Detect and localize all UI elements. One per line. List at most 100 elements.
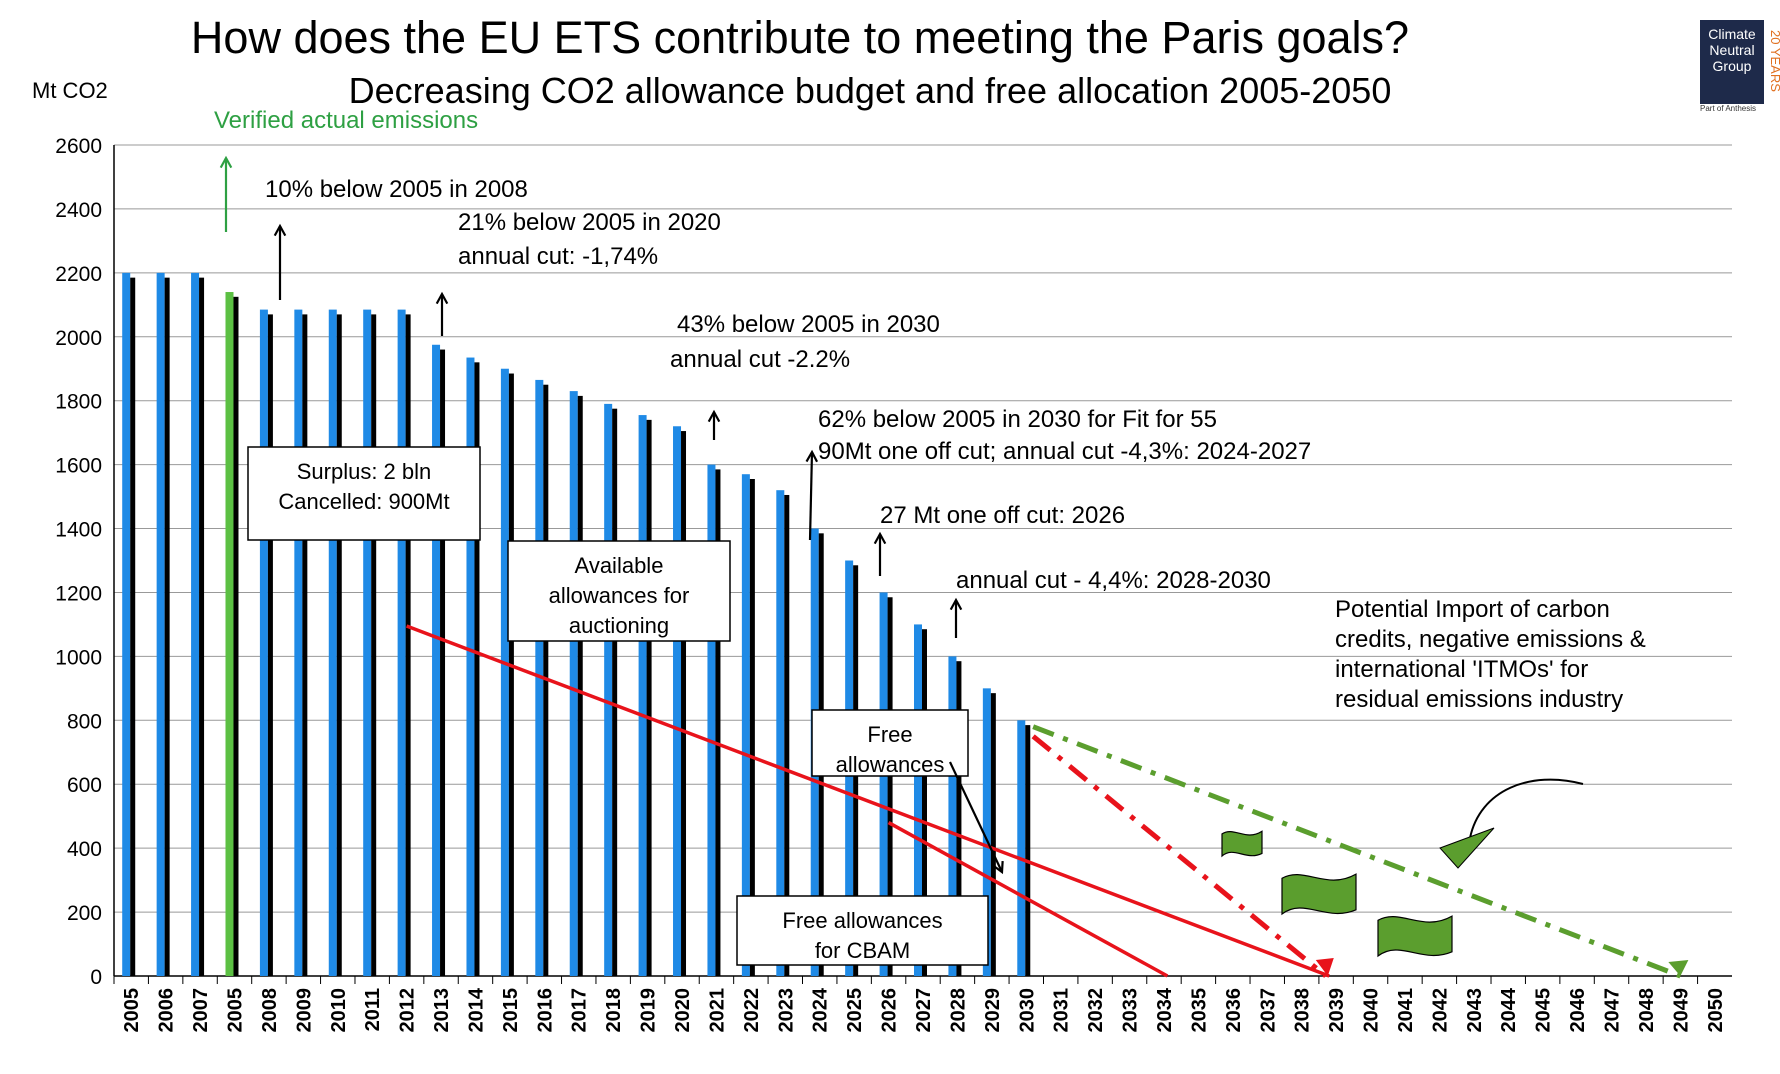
green-flag-medium: [1281, 873, 1357, 916]
bar-emissions: [956, 661, 962, 976]
y-tick-label: 400: [67, 838, 102, 861]
x-tick-label: 2023: [775, 988, 797, 1033]
x-tick-label: 2035: [1188, 988, 1210, 1033]
y-tick-label: 800: [67, 710, 102, 733]
x-tick-label: 2011: [362, 988, 384, 1031]
bar-emissions: [990, 693, 996, 976]
annotation-label: 90Mt one off cut; annual cut -4,3%: 2024…: [818, 438, 1311, 465]
x-tick-label: 2021: [706, 988, 728, 1033]
import-credits-label: residual emissions industry: [1335, 686, 1623, 713]
logo-line: Climate: [1708, 26, 1756, 42]
x-tick-label: 2040: [1361, 988, 1383, 1033]
bar-allowance: [741, 474, 750, 976]
x-tick-label: 2046: [1567, 988, 1589, 1033]
import-credits-label: Potential Import of carbon: [1335, 596, 1610, 623]
bar-emissions: [577, 395, 583, 976]
bar-emissions: [922, 629, 927, 976]
x-tick-label: 2041: [1395, 988, 1417, 1033]
x-tick-label: 2022: [741, 988, 763, 1033]
free-allowances-arrow: [949, 761, 1003, 873]
free-allowances-box-text: Free: [867, 722, 912, 747]
bar-emissions: [199, 277, 205, 976]
x-tick-label: 2017: [569, 988, 591, 1033]
annotation-label: annual cut -2.2%: [670, 346, 850, 373]
arrowhead: [219, 155, 233, 169]
green-flag-small: [1221, 830, 1263, 858]
y-tick-label: 1600: [55, 455, 102, 478]
bar-allowance: [707, 464, 716, 976]
x-tick-label: 2018: [603, 988, 625, 1033]
bar-emissions: [508, 373, 514, 976]
x-tick-label: 2037: [1257, 988, 1279, 1033]
x-tick-label: 2020: [672, 988, 694, 1033]
bar-emissions: [440, 349, 446, 976]
x-tick-label: 2048: [1636, 988, 1658, 1033]
available-allowances-box-text: allowances for: [549, 583, 690, 608]
cbam-box: [736, 895, 989, 966]
x-tick-label: 2044: [1498, 987, 1520, 1032]
bar-allowance: [363, 309, 372, 976]
bar-allowance: [432, 344, 441, 976]
arrowhead: [873, 531, 887, 545]
y-tick-label: 2200: [55, 263, 102, 286]
x-tick-label: 2031: [1051, 988, 1073, 1033]
bar-allowance: [500, 368, 509, 976]
bar-emissions: [1025, 725, 1031, 976]
bar-allowance: [638, 415, 647, 976]
arrowhead: [435, 291, 449, 305]
bar-allowance: [397, 309, 406, 976]
logo-line: Group: [1712, 58, 1752, 74]
available-allowances-box: [507, 540, 731, 642]
x-tick-label: 2034: [1154, 987, 1176, 1032]
y-tick-label: 1000: [55, 646, 102, 669]
bar-allowance: [569, 391, 578, 976]
available-allowances-box-text: auctioning: [569, 613, 669, 638]
bar-emissions: [749, 478, 755, 976]
green-arrowhead: [1668, 960, 1689, 976]
surplus-box-text: Surplus: 2 bln: [297, 459, 432, 484]
bar-allowance: [1017, 720, 1026, 976]
annotation-label: 43% below 2005 in 2030: [677, 311, 940, 338]
annotation-label: 62% below 2005 in 2030 for Fit for 55: [818, 406, 1217, 433]
x-tick-label: 2015: [500, 988, 522, 1033]
y-tick-label: 2600: [55, 135, 102, 158]
y-tick-label: 2400: [55, 199, 102, 222]
green-pointer-head: [1439, 827, 1495, 869]
x-tick-label: 2029: [982, 988, 1004, 1033]
x-tick-label: 2007: [190, 988, 212, 1033]
x-tick-label: 2036: [1223, 988, 1245, 1033]
arrowhead: [707, 409, 721, 423]
available-allowances-box-text: Available: [575, 553, 664, 578]
bar-emissions: [612, 408, 618, 976]
y-tick-label: 2000: [55, 327, 102, 350]
y-tick-label: 600: [67, 774, 102, 797]
x-tick-label: 2038: [1292, 988, 1314, 1033]
import-credits-label: credits, negative emissions &: [1335, 626, 1646, 653]
annotation-label: annual cut - 4,4%: 2028-2030: [956, 567, 1271, 594]
y-tick-label: 1800: [55, 391, 102, 414]
logo-subtext: Part of Anthesis: [1700, 104, 1757, 113]
arrowhead: [992, 860, 1004, 875]
x-tick-label: 2008: [259, 988, 281, 1033]
x-tick-label: 2009: [293, 988, 315, 1033]
verified-emissions-label: Verified actual emissions: [214, 107, 478, 134]
annotation-label: 27 Mt one off cut: 2026: [880, 502, 1125, 529]
bar-emissions: [474, 362, 480, 976]
import-credits-label: international 'ITMOs' for: [1335, 656, 1588, 683]
y-tick-label: 1200: [55, 582, 102, 605]
trend-line-solid-red: [405, 624, 1330, 978]
annotation-label: 10% below 2005 in 2008: [265, 176, 528, 203]
trend-line-dashdot-green: [1032, 724, 1682, 979]
bar-allowance: [294, 309, 303, 976]
arrowhead: [805, 449, 819, 463]
x-tick-label: 2032: [1085, 988, 1107, 1033]
bar-emissions: [302, 314, 308, 977]
x-tick-label: 2006: [156, 988, 178, 1033]
bar-allowance: [225, 292, 234, 976]
y-axis-unit: Mt CO2: [32, 78, 108, 103]
x-tick-label: 2049: [1670, 988, 1692, 1033]
bar-emissions: [646, 419, 652, 976]
bar-allowance: [673, 426, 682, 976]
x-tick-label: 2014: [465, 987, 487, 1032]
